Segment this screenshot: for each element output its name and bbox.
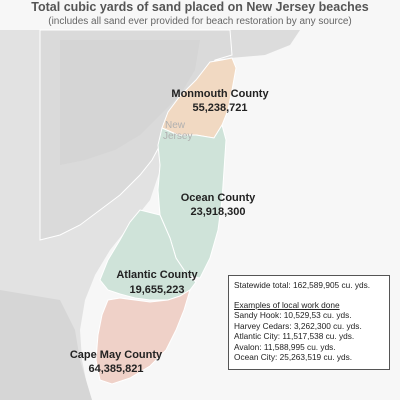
info-box: Statewide total: 162,589,905 cu. yds. Ex… xyxy=(228,275,390,370)
county-label-atlantic: Atlantic County xyxy=(116,269,198,281)
example-row: Sandy Hook: 10,529,53 cu. yds. xyxy=(234,310,352,320)
delaware-land xyxy=(0,290,92,400)
new-york-land xyxy=(120,30,300,60)
state-label-new: New xyxy=(165,120,186,131)
map-subtitle: (includes all sand ever provided for bea… xyxy=(48,16,352,27)
county-value-ocean: 23,918,300 xyxy=(190,206,245,218)
example-row: Harvey Cedars: 3,262,300 cu. yds. xyxy=(234,320,362,331)
county-atlantic xyxy=(99,209,197,301)
state-label-jersey: Jersey xyxy=(163,131,192,142)
county-value-monmouth: 55,238,721 xyxy=(192,102,247,114)
example-row: Ocean City: 25,263,519 cu. yds. xyxy=(234,352,353,362)
example-row: Atlantic City: 11,517,538 cu. yds. xyxy=(234,331,355,341)
county-value-atlantic: 19,655,223 xyxy=(129,284,184,296)
north-nj-shade xyxy=(60,40,200,165)
map-title: Total cubic yards of sand placed on New … xyxy=(31,0,369,14)
county-label-cape-may: Cape May County xyxy=(70,349,163,361)
county-cape-may xyxy=(95,288,191,385)
county-label-ocean: Ocean County xyxy=(181,192,256,204)
statewide-total: Statewide total: 162,589,905 cu. yds. xyxy=(234,280,371,290)
examples-heading: Examples of local work done xyxy=(234,299,340,310)
county-ocean xyxy=(157,123,227,279)
example-row: Avalon: 11,588,995 cu. yds. xyxy=(234,341,336,352)
county-label-monmouth: Monmouth County xyxy=(171,88,269,100)
county-value-cape-may: 64,385,821 xyxy=(88,363,143,375)
